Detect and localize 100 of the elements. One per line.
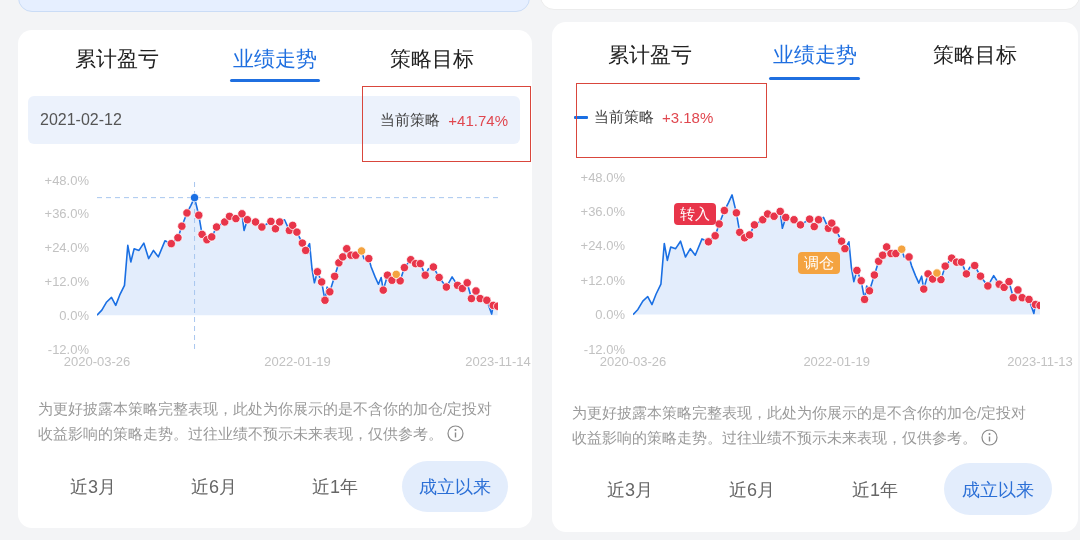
text: 为更好披露本策略完整表现，此处为你展示的是不含你的加仓/定投对收益影响的策略走势。过往业绩不预示未来表现，仅供参考。 xyxy=(38,400,493,442)
point xyxy=(789,215,799,225)
point xyxy=(420,270,430,280)
point xyxy=(266,216,276,227)
point xyxy=(257,222,267,232)
point xyxy=(932,268,942,278)
text: 成立以来 xyxy=(419,477,491,497)
y-tick-label: +24.0% xyxy=(580,238,626,254)
point xyxy=(882,242,892,252)
point xyxy=(999,282,1009,292)
point xyxy=(936,275,946,285)
point xyxy=(177,221,187,231)
point xyxy=(795,220,806,230)
point xyxy=(744,230,755,240)
point xyxy=(859,294,870,305)
text: 近3月 xyxy=(606,480,653,500)
point xyxy=(387,275,397,285)
text: 近1年 xyxy=(851,480,898,500)
point xyxy=(840,244,850,254)
point xyxy=(242,215,252,225)
x-tick-label: 2023-11-14 xyxy=(465,354,531,370)
text: 2021-02-12 xyxy=(40,111,122,128)
legend-label: 当前策略 xyxy=(594,107,654,127)
x-tick-label: 2022-01-19 xyxy=(803,354,870,370)
point xyxy=(194,210,204,220)
point xyxy=(434,272,444,283)
point xyxy=(1024,294,1034,305)
point xyxy=(342,244,352,254)
point xyxy=(749,220,760,230)
point xyxy=(320,295,330,305)
point xyxy=(378,285,388,295)
y-tick-label: -12.0% xyxy=(47,341,90,357)
x-tick-label: 2020-03-26 xyxy=(63,354,131,370)
text: 成立以来 xyxy=(962,480,1034,500)
point xyxy=(301,245,311,256)
point xyxy=(471,286,481,296)
point xyxy=(831,225,841,235)
point xyxy=(897,244,907,254)
point xyxy=(182,208,192,218)
point xyxy=(189,193,200,203)
point xyxy=(781,212,791,223)
y-tick-label: +12.0% xyxy=(580,272,626,288)
point xyxy=(250,217,261,227)
point xyxy=(836,236,847,246)
point xyxy=(769,211,779,221)
point xyxy=(758,215,768,225)
point xyxy=(428,262,438,272)
point xyxy=(775,206,785,216)
point xyxy=(317,277,327,287)
point xyxy=(462,278,472,288)
text: +41.74% xyxy=(448,111,508,129)
x-tick-label: 2023-11-13 xyxy=(1007,354,1073,370)
point xyxy=(869,270,879,280)
point xyxy=(813,215,824,225)
text: 为更好披露本策略完整表现，此处为你展示的是不含你的加仓/定投对收益影响的策略走势。过往业绩不预示未来表现，仅供参考。 xyxy=(572,404,1027,446)
point xyxy=(719,205,729,216)
point xyxy=(827,218,837,228)
text: 近6月 xyxy=(190,477,237,497)
text: 当前策略 xyxy=(380,110,441,130)
point xyxy=(351,250,361,260)
point xyxy=(275,217,285,227)
text: 业绩走势 xyxy=(773,43,857,66)
y-tick-label: 0.0% xyxy=(59,307,90,323)
point xyxy=(207,232,217,242)
text: +3.18% xyxy=(662,108,714,126)
point xyxy=(805,214,815,224)
point xyxy=(312,267,323,277)
annotation: 调仓 xyxy=(804,254,834,271)
point xyxy=(297,238,307,248)
y-tick-label: -12.0% xyxy=(583,341,626,357)
point xyxy=(237,209,247,219)
point xyxy=(714,219,724,229)
x-tick-label: 2020-03-26 xyxy=(599,354,667,370)
point xyxy=(211,222,222,232)
text: 近6月 xyxy=(728,480,775,500)
point xyxy=(391,269,401,279)
point xyxy=(940,261,950,271)
point xyxy=(970,260,980,271)
point xyxy=(231,213,241,224)
point xyxy=(441,282,451,292)
y-tick-label: +36.0% xyxy=(44,206,90,222)
point xyxy=(1004,277,1014,287)
point xyxy=(325,287,335,297)
point xyxy=(809,221,819,232)
point xyxy=(878,250,888,260)
text: 策略目标 xyxy=(390,47,474,70)
x-tick-label: 2022-01-19 xyxy=(264,354,331,370)
y-tick-label: +36.0% xyxy=(580,204,626,220)
point xyxy=(956,257,967,267)
point xyxy=(356,246,367,256)
y-tick-label: +24.0% xyxy=(44,240,90,256)
annotation: 转入 xyxy=(680,205,710,222)
y-tick-label: +48.0% xyxy=(44,172,90,188)
point xyxy=(288,220,298,230)
point xyxy=(961,269,971,279)
point xyxy=(338,252,348,262)
text: 近3月 xyxy=(69,477,116,497)
point xyxy=(904,252,914,262)
point xyxy=(395,276,405,286)
point xyxy=(364,253,374,264)
